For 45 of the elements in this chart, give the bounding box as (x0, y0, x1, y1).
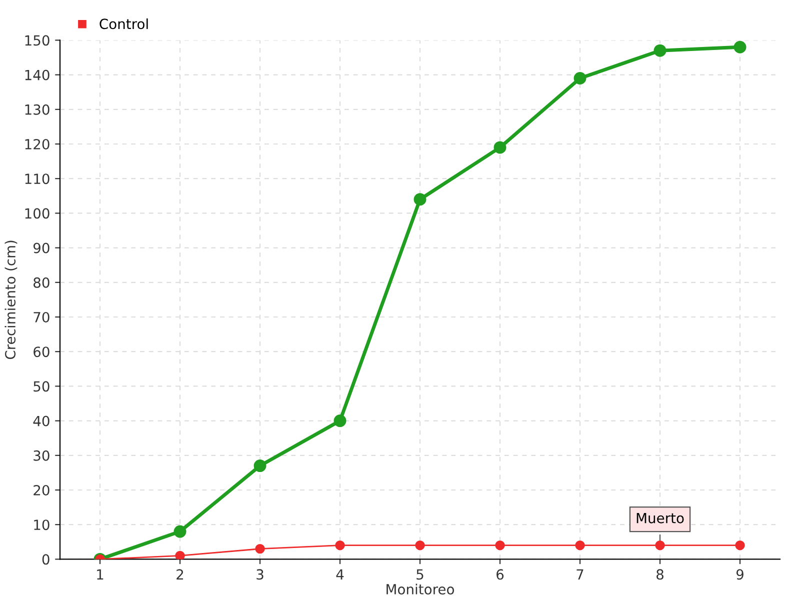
y-tick-label: 0 (42, 554, 50, 565)
y-tick-label: 120 (25, 138, 50, 150)
y-tick-label: 40 (33, 416, 50, 426)
point (175, 550, 185, 560)
point (414, 193, 426, 206)
y-tick-label: 30 (34, 450, 50, 461)
point (174, 525, 186, 538)
y-tick-label: 80 (34, 277, 50, 288)
x-tick-label: 4 (336, 569, 344, 580)
y-tick-label: 140 (25, 70, 50, 80)
x-tick-label: 7 (576, 569, 584, 580)
point (495, 540, 505, 550)
point (734, 40, 746, 54)
x-tick-label: 3 (256, 569, 264, 580)
x-tick-label: 5 (416, 569, 424, 580)
y-tick-label: 150 (25, 35, 50, 46)
point (255, 544, 265, 554)
point (654, 44, 666, 57)
y-tick-label: 60 (34, 346, 50, 358)
y-axis-title: Crecimiento (cm) (4, 240, 18, 360)
point (335, 540, 345, 550)
point (655, 540, 665, 550)
y-tick-label: 110 (25, 174, 50, 184)
y-tick-label: 90 (33, 242, 50, 254)
point (415, 540, 425, 550)
annotation: Muerto (636, 513, 684, 524)
point (494, 141, 506, 154)
point (254, 460, 266, 472)
x-tick-label: 6 (496, 569, 504, 580)
x-axis-title: Monitoreo (386, 584, 454, 595)
y-tick-label: 10 (34, 520, 50, 530)
point (334, 414, 346, 428)
y-tick-label: 130 (25, 104, 50, 115)
x-tick-label: 2 (176, 569, 184, 580)
point (735, 540, 745, 550)
x-tick-label: 1 (97, 569, 104, 580)
x-tick-label: 9 (736, 569, 744, 580)
y-tick-label: 70 (34, 312, 50, 322)
point (574, 72, 586, 85)
y-tick-label: 100 (25, 208, 50, 219)
legend-label: Control (100, 18, 148, 30)
point (575, 540, 585, 550)
x-tick-label: 8 (656, 569, 664, 580)
y-tick-label: 50 (34, 381, 50, 392)
y-tick-label: 20 (34, 484, 50, 496)
